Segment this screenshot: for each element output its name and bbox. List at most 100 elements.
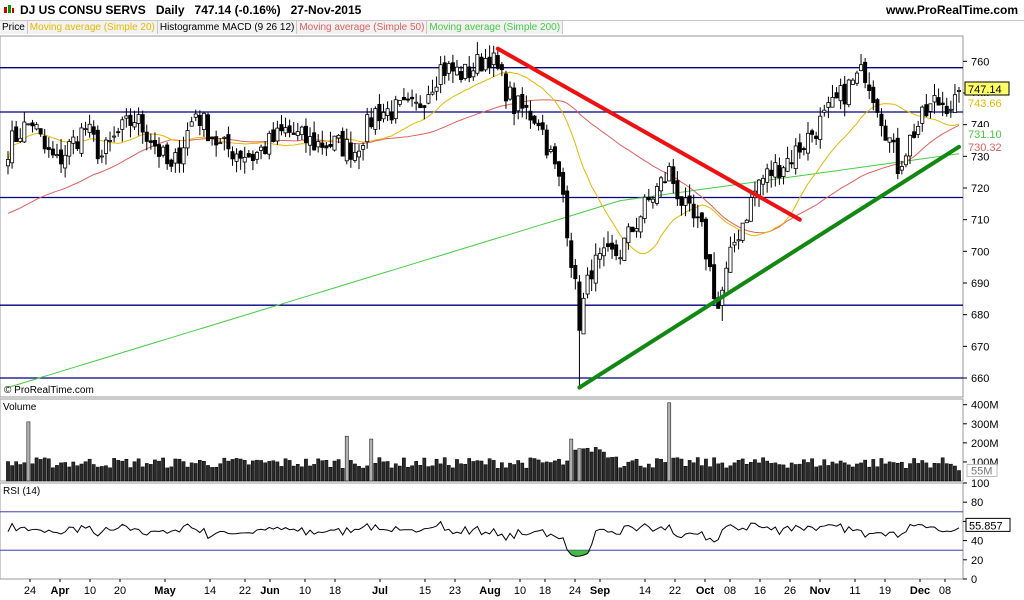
x-tick-label: 18 [329,585,341,597]
candle-body [246,153,251,158]
volume-bar [642,467,647,482]
volume-bar [71,461,76,482]
candle-body [826,102,831,108]
candle-body [210,136,215,140]
volume-bar [287,460,292,482]
volume-bar [446,465,451,482]
indicator-legend: Price Moving average (Simple 20) Histogram… [0,21,564,35]
candle-body [250,153,255,161]
candle-body [189,121,194,127]
volume-bar [430,465,435,482]
volume-bar [63,462,67,482]
volume-bar [712,457,716,482]
x-tick-label: 16 [754,585,766,597]
candle-body [83,128,88,131]
volume-bar [957,470,961,482]
volume-bar [602,451,606,482]
volume-bar [500,462,504,482]
candle-body [46,147,51,150]
candle-body [703,218,708,260]
candle-body [622,237,627,261]
volume-bar [773,462,778,482]
legend-price[interactable]: Price [0,21,28,34]
volume-bar [83,461,88,482]
candle-body [536,122,541,127]
volume-bar [940,457,945,482]
candle-body [748,197,753,222]
candle-body [491,52,496,66]
candle-body [948,108,953,111]
candle-body [773,162,778,178]
candle-body [842,83,847,105]
volume-bar [120,460,125,482]
candle-body [344,138,349,162]
axis-price-label: 731.10 [968,129,1002,141]
volume-bar [593,447,598,482]
volume-bar [683,466,688,482]
candle-body [687,195,692,204]
candle-body [557,161,562,177]
candle-body [42,135,47,150]
volume-bar [863,459,867,482]
candle-body [793,145,798,169]
candle-body [18,137,23,142]
legend-ma50[interactable]: Moving average (Simple 50) [297,21,428,34]
volume-title: Volume [3,402,37,413]
volume-bar [736,459,741,482]
x-tick-label: Oct [696,585,715,597]
panel-frame-0 [0,35,964,398]
candle-body [103,139,108,154]
x-tick-label: Jun [260,585,280,597]
volume-bar [789,462,794,482]
candle-body [483,58,488,71]
candle-body [401,96,406,101]
candle-body [414,101,419,104]
candle-body [487,56,492,68]
candle-body [614,244,619,257]
x-tick-label: 23 [449,585,461,597]
volume-bar [687,460,692,482]
volume-bar [475,460,480,482]
candle-body [671,166,676,185]
volume-bar [251,460,255,482]
volume-bar [610,457,614,482]
volume-bar [753,459,757,482]
date-label: 27-Nov-2015 [290,3,362,17]
rsi-line [7,520,960,557]
volume-bar [826,465,831,482]
candle-body [871,86,876,103]
legend-ma20[interactable]: Moving average (Simple 20) [27,21,158,34]
rsi-tick-label: 80 [971,497,983,509]
watermark: © ProRealTime.com [4,385,94,396]
candle-body [91,126,96,135]
volume-bar [748,462,753,482]
axis-price-label-bg [965,127,1009,140]
volume-bar [161,457,165,482]
candle-body [520,93,525,109]
volume-bar [255,459,259,482]
volume-bar [859,462,863,482]
candle-body [267,132,272,155]
candle-body [22,121,27,143]
volume-bar [295,464,300,482]
candle-body [328,143,333,147]
volume-bar [149,464,153,482]
axis-price-label-bg [965,96,1009,109]
candle-body [552,146,557,165]
candle-body [316,141,321,148]
volume-bar [695,457,700,482]
volume-bar [418,465,423,482]
candle-body [144,131,149,142]
axis-price-label: 747.14 [968,84,1002,96]
volume-bar [838,460,843,482]
candle-body [161,146,166,156]
candle-body [830,96,835,108]
site-label[interactable]: www.ProRealTime.com [885,3,1018,17]
candle-body [87,123,92,133]
legend-macd[interactable]: Histogramme MACD (9 26 12) [157,21,298,34]
candle-body [234,153,239,162]
legend-ma200[interactable]: Moving average (Simple 200) [427,21,564,34]
volume-bar [463,464,467,482]
candle-body [71,136,76,144]
